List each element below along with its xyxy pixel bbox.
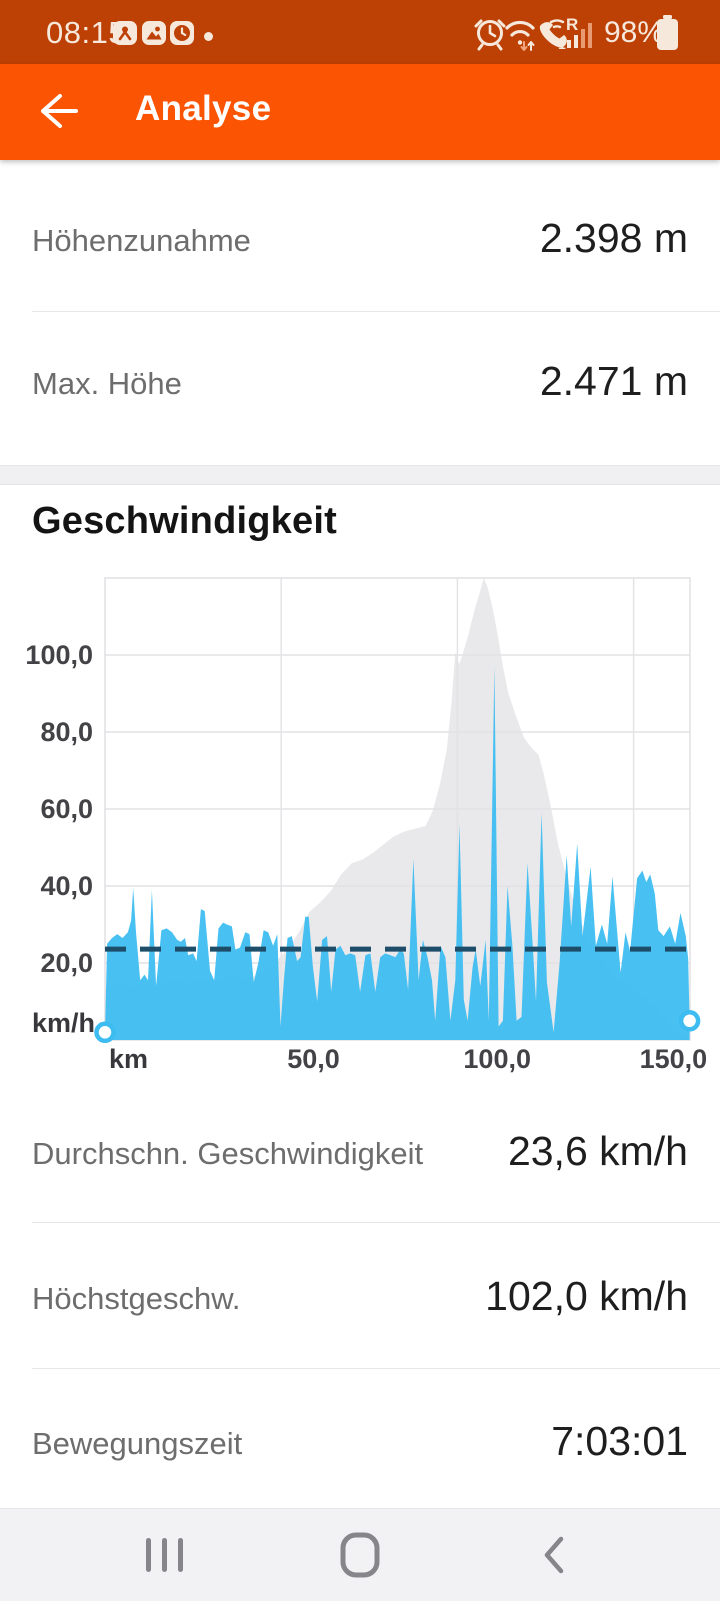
stat-label: Höhenzunahme bbox=[32, 223, 251, 258]
roaming-signal-icon: R bbox=[566, 15, 592, 48]
svg-text:1: 1 bbox=[558, 36, 566, 52]
stat-value: 102,0 km/h bbox=[485, 1273, 688, 1319]
page-title: Analyse bbox=[135, 89, 272, 128]
section-title: Geschwindigkeit bbox=[32, 500, 337, 542]
x-axis-tick-label: 100,0 bbox=[463, 1044, 531, 1074]
divider bbox=[32, 1368, 720, 1369]
y-axis-tick-label: 100,0 bbox=[25, 640, 93, 670]
stat-value: 23,6 km/h bbox=[507, 1128, 688, 1174]
x-axis-unit-label: km bbox=[109, 1044, 148, 1074]
stat-value: 7:03:01 bbox=[551, 1418, 688, 1464]
section-separator bbox=[0, 465, 720, 485]
speed-chart-svg[interactable]: 20,0 40,0 60,0 80,0 100,0 km/h km 50,0 100,0 150,… bbox=[0, 560, 720, 1080]
x-axis-tick-label: 150,0 bbox=[640, 1044, 708, 1074]
y-axis-tick-label: 20,0 bbox=[40, 948, 93, 978]
app-header: Analyse bbox=[0, 64, 720, 160]
wifi-icon bbox=[505, 20, 535, 51]
back-arrow-icon[interactable] bbox=[30, 86, 80, 136]
range-slider-handle-left[interactable] bbox=[94, 1021, 116, 1044]
battery-percent-text: 98% bbox=[604, 16, 665, 49]
status-icons: 1 R bbox=[474, 15, 678, 52]
app-notification-badge-activity bbox=[113, 21, 137, 45]
wifi-calling-icon: 1 bbox=[539, 19, 567, 52]
range-slider-handle-right[interactable] bbox=[678, 1010, 701, 1032]
stat-label: Bewegungszeit bbox=[32, 1426, 243, 1461]
y-axis-tick-label: 40,0 bbox=[40, 871, 93, 901]
y-axis-tick-label: 80,0 bbox=[40, 717, 93, 747]
battery-icon bbox=[657, 15, 678, 50]
divider bbox=[32, 311, 720, 312]
stat-value: 2.398 m bbox=[539, 215, 688, 261]
stat-label: Max. Höhe bbox=[32, 366, 182, 401]
speed-chart[interactable]: 20,0 40,0 60,0 80,0 100,0 km/h km 50,0 100,0 150,… bbox=[0, 560, 720, 1080]
android-nav-bar bbox=[0, 1508, 720, 1601]
home-button[interactable] bbox=[300, 1509, 420, 1601]
app-notification-badge-gallery bbox=[142, 21, 166, 45]
svg-text:R: R bbox=[566, 15, 578, 34]
stat-value: 2.471 m bbox=[539, 358, 688, 404]
clock-text: 08:15 bbox=[46, 15, 127, 50]
divider bbox=[32, 1222, 720, 1223]
recents-button[interactable] bbox=[105, 1509, 225, 1601]
back-button[interactable] bbox=[495, 1509, 615, 1601]
notification-dot bbox=[204, 32, 213, 41]
app-notification-badge-clock bbox=[170, 21, 194, 45]
status-bar: 08:15 1 R bbox=[0, 0, 720, 64]
stat-label: Höchstgeschw. bbox=[32, 1281, 241, 1316]
x-axis-tick-label: 50,0 bbox=[287, 1044, 340, 1074]
alarm-icon bbox=[474, 19, 506, 51]
stat-label: Durchschn. Geschwindigkeit bbox=[32, 1136, 424, 1171]
y-axis-unit-label: km/h bbox=[32, 1008, 95, 1038]
y-axis-tick-label: 60,0 bbox=[40, 794, 93, 824]
